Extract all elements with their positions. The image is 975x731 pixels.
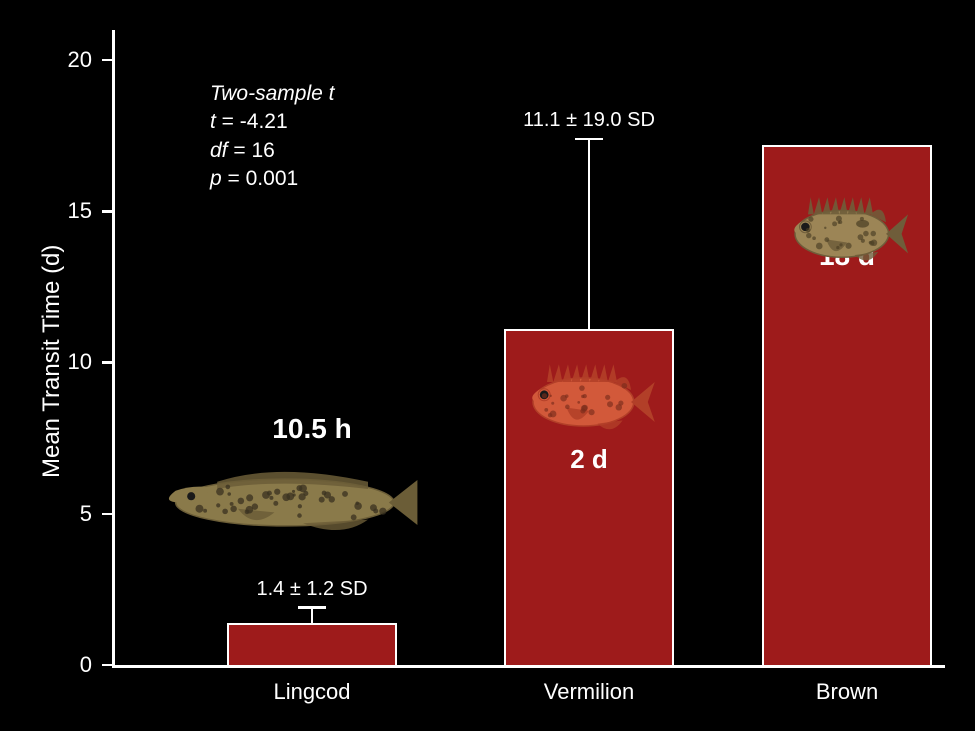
bar-lingcod (227, 623, 397, 665)
error-bar-line (588, 139, 591, 330)
sd-label: 11.1 ± 19.0 SD (523, 109, 655, 132)
y-axis-line (112, 30, 115, 665)
sd-label: 1.4 ± 1.2 SD (256, 578, 367, 601)
y-tick-label: 10 (42, 349, 92, 375)
chart-root: Mean Transit Time (d) 05101520LingcodVer… (0, 0, 975, 731)
vermilion-fish-icon (519, 358, 659, 438)
y-tick-label: 0 (42, 652, 92, 678)
y-tick (102, 210, 112, 213)
highlight-label: 10.5 h (272, 413, 351, 445)
stats-box: Two-sample tt = -4.21df = 16p = 0.001 (210, 80, 334, 193)
lingcod-fish-icon (160, 453, 420, 543)
error-bar-cap (298, 606, 326, 609)
y-tick-label: 15 (42, 198, 92, 224)
x-axis-line (112, 665, 945, 668)
error-bar-line (311, 608, 314, 623)
x-category-label: Brown (816, 679, 878, 705)
y-tick (102, 59, 112, 62)
y-tick (102, 513, 112, 516)
highlight-label: 2 d (570, 444, 608, 475)
y-tick-label: 5 (42, 501, 92, 527)
error-bar-cap (575, 138, 603, 141)
y-tick (102, 361, 112, 364)
x-category-label: Vermilion (544, 679, 634, 705)
y-tick (102, 664, 112, 667)
y-tick-label: 20 (42, 47, 92, 73)
x-category-label: Lingcod (273, 679, 350, 705)
brown-fish-icon (782, 191, 912, 269)
